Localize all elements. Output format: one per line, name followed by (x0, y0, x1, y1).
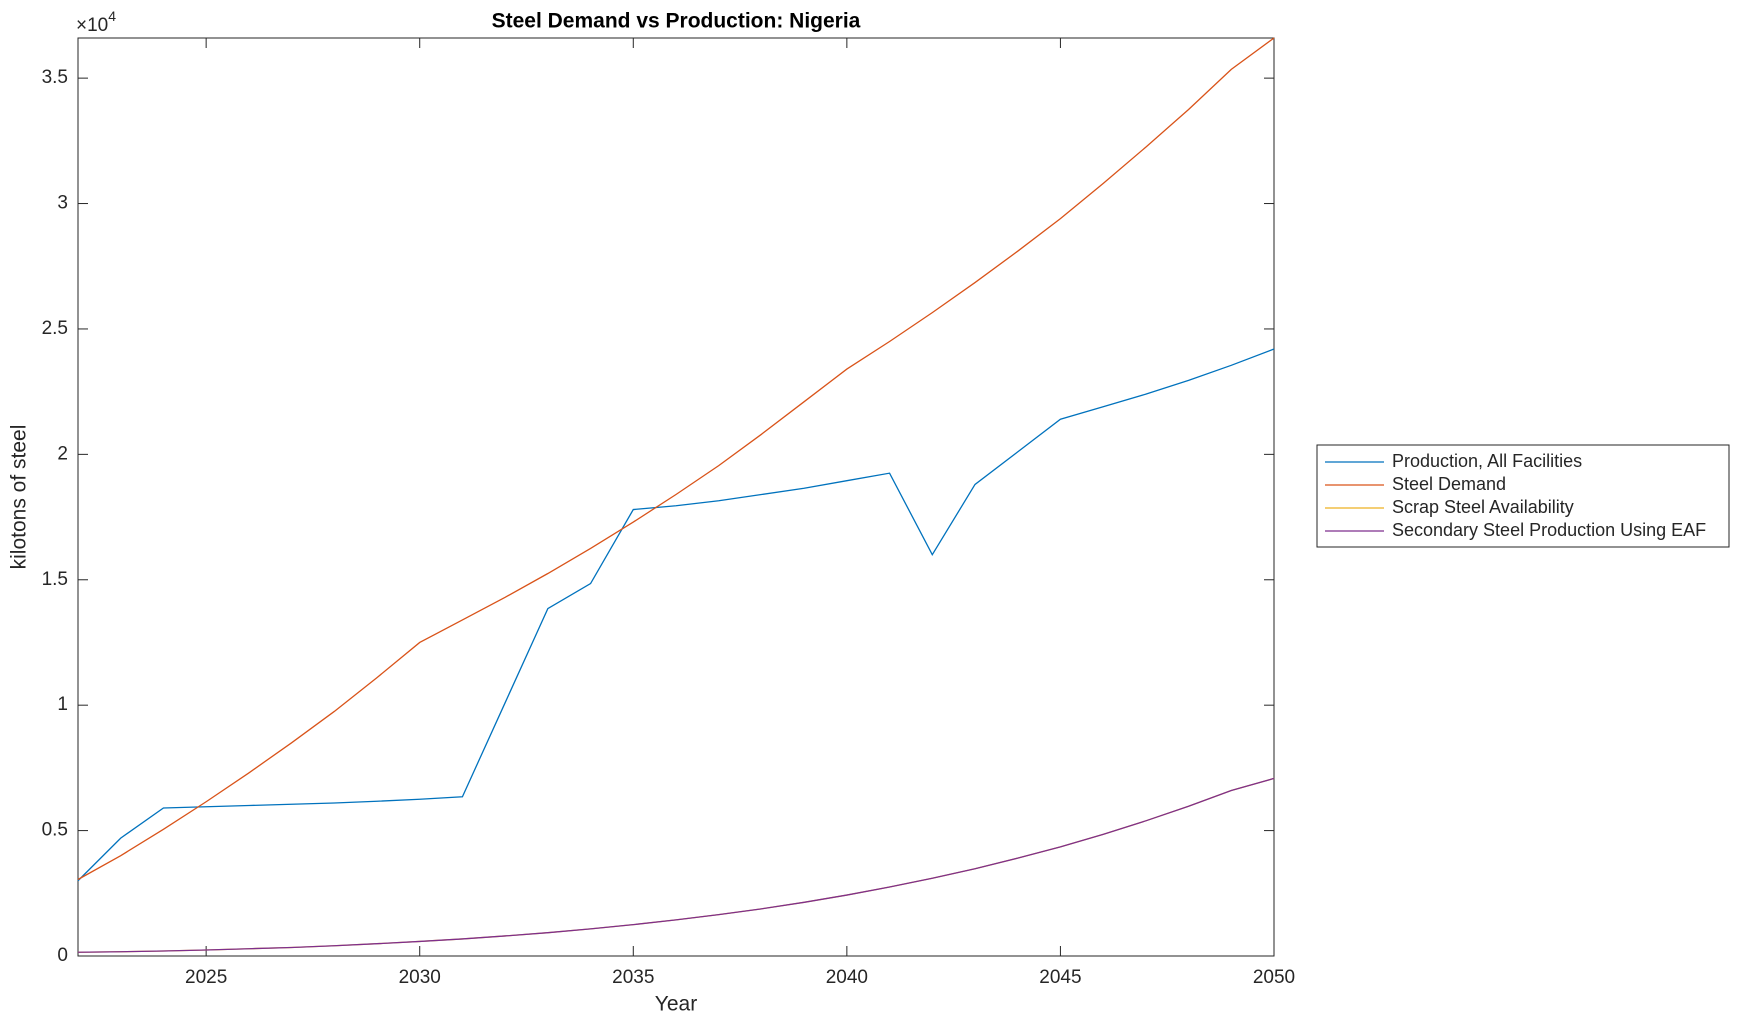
series-line (77, 348, 1275, 882)
legend-label: Secondary Steel Production Using EAF (1392, 520, 1706, 540)
y-multiplier-base: ×10 (76, 15, 108, 36)
legend-label: Scrap Steel Availability (1392, 497, 1574, 517)
y-axis-label: kilotons of steel (8, 425, 31, 570)
y-tick-label: 2.5 (42, 318, 68, 339)
series-line (77, 37, 1275, 881)
chart-title: Steel Demand vs Production: Nigeria (492, 10, 861, 33)
x-tick-label: 2045 (1039, 967, 1081, 988)
x-tick-label: 2025 (185, 967, 227, 988)
x-tick-label: 2035 (612, 967, 654, 988)
y-tick-label: 0 (57, 945, 68, 966)
x-tick-label: 2030 (399, 967, 441, 988)
y-tick-label: 0.5 (42, 820, 68, 841)
y-multiplier-power: 4 (108, 8, 116, 24)
y-tick-label: 3.5 (42, 67, 68, 88)
y-tick-label: 3 (57, 193, 68, 214)
legend-label: Steel Demand (1392, 474, 1506, 494)
legend-box (1316, 444, 1730, 548)
y-tick-label: 2 (57, 443, 68, 464)
x-tick-label: 2050 (1253, 967, 1295, 988)
y-tick-label: 1.5 (42, 569, 68, 590)
legend-label: Production, All Facilities (1392, 451, 1582, 471)
plot-area (77, 37, 1275, 957)
y-tick-label: 1 (57, 694, 68, 715)
y-multiplier: ×104 (76, 8, 116, 36)
x-tick-label: 2040 (826, 967, 868, 988)
x-axis-label: Year (655, 993, 697, 1016)
series-line (77, 777, 1275, 953)
